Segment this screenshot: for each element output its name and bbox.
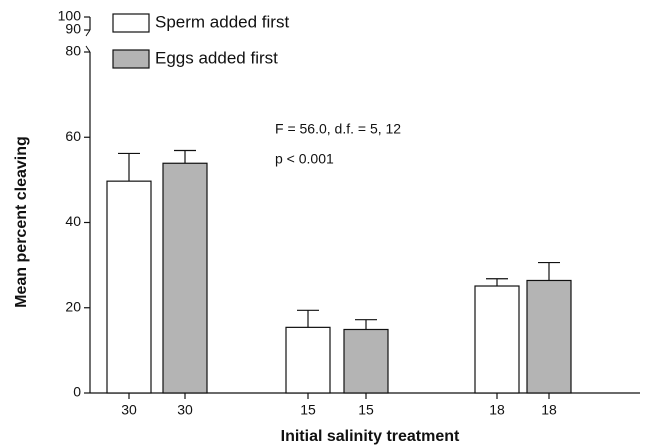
legend-label: Sperm added first [155, 12, 289, 31]
y-tick-label: 90 [65, 21, 81, 37]
x-tick-label: 18 [541, 402, 557, 418]
x-tick-label: 18 [489, 402, 505, 418]
axis-break [85, 29, 91, 53]
y-axis-label: Mean percent cleaving [13, 136, 30, 308]
bar [285, 326, 331, 394]
legend-label: Eggs added first [155, 48, 278, 67]
y-tick-label: 20 [65, 298, 81, 314]
y-tick-label: 80 [65, 43, 81, 59]
x-tick-label: 30 [121, 402, 137, 418]
y-tick-label: 0 [73, 384, 81, 400]
y-tick-label: 100 [58, 8, 82, 24]
x-tick-label: 30 [177, 402, 193, 418]
x-axis-label: Initial salinity treatment [281, 428, 460, 445]
legend-swatch [112, 13, 150, 33]
bar [162, 162, 208, 394]
y-tick-label: 60 [65, 128, 81, 144]
annotation: p < 0.001 [275, 151, 334, 167]
x-tick-label: 15 [300, 402, 316, 418]
bar [474, 285, 520, 394]
bar [343, 328, 389, 394]
x-tick-label: 15 [358, 402, 374, 418]
y-tick-label: 40 [65, 213, 81, 229]
bar [106, 180, 152, 394]
annotation: F = 56.0, d.f. = 5, 12 [275, 121, 401, 137]
legend-swatch [112, 49, 150, 69]
bar [526, 279, 572, 394]
